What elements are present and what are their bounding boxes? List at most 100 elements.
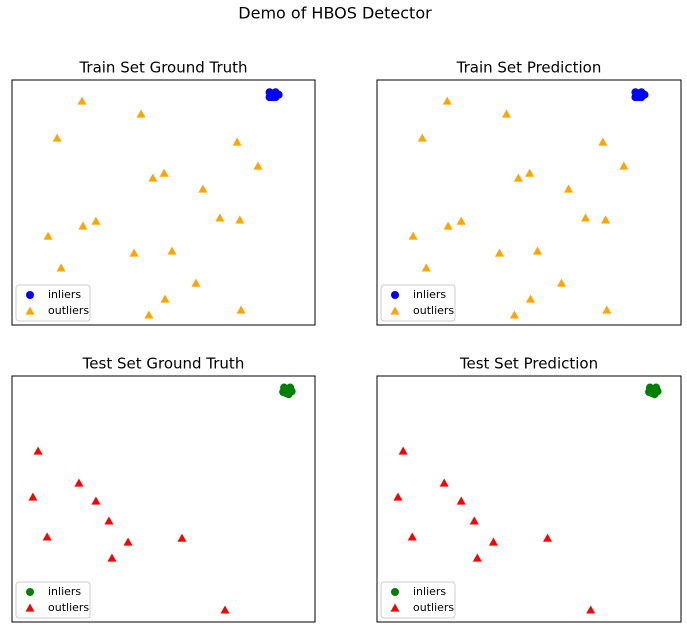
point	[167, 246, 177, 255]
point	[393, 492, 403, 501]
plot-frame	[376, 375, 682, 623]
legend-marker	[390, 306, 400, 315]
point	[28, 492, 38, 501]
legend: inliers outliers	[380, 284, 456, 322]
point	[631, 93, 640, 102]
plot-frame	[11, 375, 316, 623]
legend-label: inliers	[48, 585, 81, 598]
legend-label: outliers	[48, 304, 89, 317]
legend-marker	[25, 603, 35, 612]
point	[220, 605, 230, 614]
chart-title: Test Set Prediction	[459, 355, 598, 373]
point	[284, 390, 293, 399]
point	[232, 137, 242, 146]
plot-frame	[376, 79, 682, 326]
chart-title: Test Set Ground Truth	[82, 355, 245, 373]
point	[77, 96, 87, 105]
point	[586, 605, 596, 614]
legend: inliers outliers	[380, 581, 456, 619]
point	[91, 496, 101, 505]
point	[557, 278, 567, 287]
point	[215, 213, 225, 222]
point	[601, 215, 611, 224]
point	[136, 109, 146, 118]
point	[42, 532, 52, 541]
legend-label: inliers	[48, 288, 81, 301]
point	[253, 161, 263, 170]
point	[74, 478, 84, 487]
point	[43, 231, 53, 240]
subplot: Test Set Prediction inliers outliers	[376, 355, 682, 623]
legend-box	[380, 284, 456, 322]
legend-label: outliers	[413, 304, 454, 317]
point	[191, 278, 201, 287]
point	[513, 173, 523, 182]
point	[581, 213, 591, 222]
point	[417, 133, 427, 142]
legend-marker	[26, 291, 34, 299]
figure-title: Demo of HBOS Detector	[238, 4, 432, 23]
point	[52, 133, 62, 142]
plot-frame	[11, 79, 316, 326]
point	[104, 516, 114, 525]
point	[33, 446, 43, 455]
point	[543, 533, 553, 542]
legend-marker	[391, 291, 399, 299]
chart-title: Train Set Prediction	[456, 59, 602, 77]
point	[78, 221, 88, 230]
point	[407, 532, 417, 541]
point	[265, 93, 274, 102]
point	[439, 478, 449, 487]
legend-label: outliers	[48, 601, 89, 614]
point	[198, 184, 208, 193]
subplot: Train Set Ground Truth inliers outliers	[11, 59, 316, 326]
point	[533, 246, 543, 255]
legend-marker	[25, 306, 35, 315]
point	[398, 446, 408, 455]
point	[602, 305, 612, 314]
point	[598, 137, 608, 146]
point	[123, 537, 133, 546]
point	[564, 184, 574, 193]
subplot: Train Set Prediction inliers outliers	[376, 59, 682, 326]
point	[495, 248, 505, 257]
legend: inliers outliers	[15, 581, 91, 619]
legend-box	[15, 581, 91, 619]
point	[408, 231, 418, 240]
point	[526, 294, 536, 303]
point	[650, 390, 659, 399]
point	[442, 96, 452, 105]
subplot: Test Set Ground Truth inliers outliers	[11, 355, 316, 623]
point	[619, 161, 629, 170]
point	[472, 553, 482, 562]
legend-marker	[26, 588, 34, 596]
point	[509, 310, 519, 319]
legend-label: outliers	[413, 601, 454, 614]
legend: inliers outliers	[15, 284, 91, 322]
point	[91, 216, 101, 225]
point	[271, 93, 280, 102]
point	[144, 310, 154, 319]
legend-label: inliers	[413, 585, 446, 598]
point	[456, 216, 466, 225]
chart-title: Train Set Ground Truth	[78, 59, 247, 77]
point	[56, 263, 66, 272]
point	[502, 109, 512, 118]
point	[469, 516, 479, 525]
legend-box	[15, 284, 91, 322]
legend-label: inliers	[413, 288, 446, 301]
legend-marker	[390, 603, 400, 612]
legend-box	[380, 581, 456, 619]
point	[456, 496, 466, 505]
point	[160, 294, 170, 303]
point	[235, 215, 245, 224]
legend-marker	[391, 588, 399, 596]
point	[129, 248, 139, 257]
point	[488, 537, 498, 546]
point	[159, 168, 169, 177]
point	[421, 263, 431, 272]
point	[236, 305, 246, 314]
point	[637, 93, 646, 102]
